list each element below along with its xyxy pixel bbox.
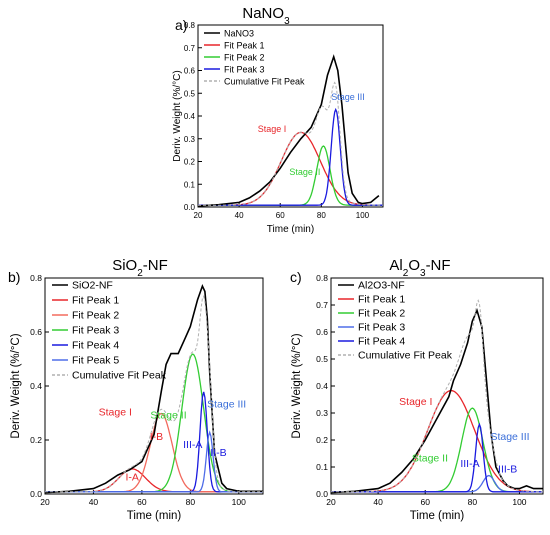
x-tick-label: 20: [40, 497, 50, 507]
y-axis-label: Deriv. Weight (%/°C): [291, 333, 303, 438]
annotation-label: Stage III: [490, 431, 529, 443]
panel-b-title: SiO2-NF: [112, 257, 168, 279]
y-tick-label: 0.6: [184, 67, 196, 76]
y-tick-label: 0.8: [316, 273, 328, 283]
y-axis-label: Deriv. Weight (%/°C): [172, 70, 183, 161]
legend-label: Fit Peak 3: [358, 322, 405, 334]
x-tick-label: 80: [186, 497, 196, 507]
annotation-label: III-B: [207, 447, 226, 459]
legend-label: Fit Peak 1: [224, 41, 265, 51]
y-tick-label: 0.0: [184, 203, 196, 212]
y-tick-label: 0.4: [316, 381, 328, 391]
annotation-label: Stage II: [289, 167, 320, 177]
y-axis-label: Deriv. Weight (%/°C): [10, 333, 22, 438]
fit-peak-line: [45, 468, 263, 493]
annotation-label: III-A: [460, 458, 479, 470]
annotation-label: III-B: [498, 463, 517, 475]
fit-peak-line: [198, 107, 383, 206]
legend-label: Cumulative Fit Peak: [358, 350, 453, 362]
x-tick-label: 60: [420, 497, 430, 507]
annotation-label: Stage III: [331, 92, 365, 102]
y-tick-label: 0.6: [30, 327, 42, 337]
x-tick-label: 100: [232, 497, 246, 507]
legend-label: Fit Peak 2: [358, 308, 405, 320]
y-tick-label: 0.2: [316, 435, 328, 445]
panel-a-title: NaNO3: [242, 5, 290, 27]
chart-panel-a: 20 40 60 80 100 0.0 0.1 0.2 0.3 0.4 0.5 0.6 0.7 0.8 Ti…: [172, 21, 384, 235]
data-line: [330, 308, 543, 494]
y-tick-label: 0.0: [316, 489, 328, 499]
legend-label: Fit Peak 2: [72, 310, 119, 322]
x-tick-label: 20: [326, 497, 336, 507]
y-tick-label: 0.6: [316, 327, 328, 337]
annotation-label: I-A: [125, 472, 138, 484]
x-tick-label: 20: [194, 211, 203, 220]
fit-peak-line: [45, 412, 263, 493]
y-tick-label: 0.1: [184, 180, 196, 189]
annotation-label: Stage III: [207, 399, 246, 411]
legend-label: Fit Peak 4: [72, 340, 119, 352]
panel-c-label: c): [290, 269, 302, 285]
annotation-label: Stage I: [258, 124, 287, 134]
annotation-label: III-A: [183, 439, 202, 451]
x-tick-label: 100: [356, 211, 370, 220]
legend-label: Fit Peak 2: [224, 53, 265, 63]
y-tick-label: 0.7: [316, 300, 328, 310]
cumulative-fit-line: [45, 294, 263, 493]
y-tick-label: 0.5: [184, 89, 196, 98]
y-tick-label: 0.5: [316, 354, 328, 364]
y-tick-label: 0.8: [30, 273, 42, 283]
annotation-label: I-B: [150, 431, 163, 443]
x-tick-label: 40: [89, 497, 99, 507]
legend-label: SiO2-NF: [72, 280, 113, 292]
x-tick-label: 40: [235, 211, 244, 220]
chart-panel-c: 20 40 60 80 100 0.0 0.1 0.2 0.3 0.4 0.5 0.6 0.7 0.8 Ti…: [291, 273, 544, 522]
legend-label: Cumulative Fit Peak: [224, 77, 305, 87]
x-tick-label: 80: [317, 211, 326, 220]
legend-label: Fit Peak 1: [358, 294, 405, 306]
y-tick-label: 0.8: [184, 21, 196, 30]
x-tick-label: 80: [468, 497, 478, 507]
legend-label: Fit Peak 3: [72, 325, 119, 337]
annotation-label: Stage II: [150, 409, 186, 421]
legend-label: Fit Peak 5: [72, 355, 119, 367]
y-tick-label: 0.7: [184, 44, 196, 53]
cumulative-fit-line: [331, 299, 543, 493]
y-tick-label: 0.2: [30, 435, 42, 445]
legend-label: Fit Peak 1: [72, 295, 119, 307]
x-axis-label: Time (min): [267, 224, 314, 235]
x-axis-label: Time (min): [410, 510, 465, 522]
legend-label: Cumulative Fit Peak: [72, 370, 167, 382]
y-tick-label: 0.2: [184, 158, 196, 167]
y-tick-label: 0.3: [184, 135, 196, 144]
legend-label: Fit Peak 4: [358, 336, 405, 348]
data-line: [44, 283, 263, 494]
annotation-label: Stage I: [99, 407, 132, 419]
y-tick-label: 0.4: [30, 381, 42, 391]
x-tick-label: 100: [512, 497, 526, 507]
legend-label: Fit Peak 3: [224, 65, 265, 75]
panel-a-label: a): [175, 17, 187, 33]
chart-panel-b: 20 40 60 80 100 0.0 0.2 0.4 0.6 0.8 Time (min) Deri…: [10, 273, 264, 522]
y-tick-label: 0.4: [184, 112, 196, 121]
annotation-label: Stage I: [399, 396, 432, 408]
y-tick-label: 0.0: [30, 489, 42, 499]
x-tick-label: 60: [137, 497, 147, 507]
legend-label: Al2O3-NF: [358, 280, 405, 292]
x-tick-label: 60: [276, 211, 285, 220]
y-tick-label: 0.1: [316, 462, 328, 472]
data-line: [197, 54, 380, 207]
annotation-label: Stage II: [412, 453, 448, 465]
x-tick-label: 40: [373, 497, 383, 507]
cumulative-fit-line: [198, 81, 383, 206]
fit-peak-line: [331, 474, 543, 493]
y-tick-label: 0.3: [316, 408, 328, 418]
legend-label: NaNO3: [224, 29, 254, 39]
panel-c-title: Al2O3-NF: [389, 257, 450, 279]
panel-b-label: b): [8, 269, 20, 285]
x-axis-label: Time (min): [127, 510, 182, 522]
fit-peak-line: [331, 407, 543, 493]
